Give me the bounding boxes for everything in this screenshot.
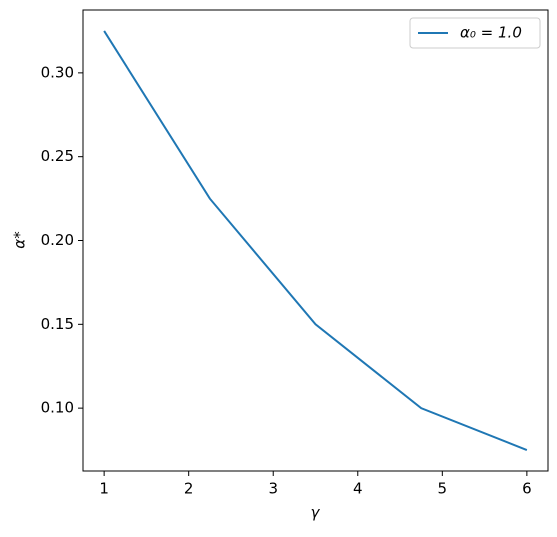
x-tick-label: 1 [99, 480, 109, 498]
y-axis-label: α* [11, 231, 29, 249]
y-tick-label: 0.15 [41, 315, 74, 333]
line [103, 30, 528, 451]
x-tick-label: 2 [184, 480, 194, 498]
y-tick-label: 0.30 [41, 63, 74, 81]
x-tick-label: 5 [438, 480, 448, 498]
y-tick-label: 0.10 [41, 399, 74, 417]
plot-frame [82, 9, 549, 472]
x-axis-label: γ [311, 504, 321, 522]
legend-label: α₀ = 1.0 [460, 24, 522, 42]
x-tick-label: 4 [353, 480, 363, 498]
y-tick-label: 0.25 [41, 147, 74, 165]
legend-box [409, 17, 541, 49]
x-tick-label: 6 [522, 480, 532, 498]
x-tick-label: 3 [268, 480, 278, 498]
y-tick-label: 0.20 [41, 231, 74, 249]
